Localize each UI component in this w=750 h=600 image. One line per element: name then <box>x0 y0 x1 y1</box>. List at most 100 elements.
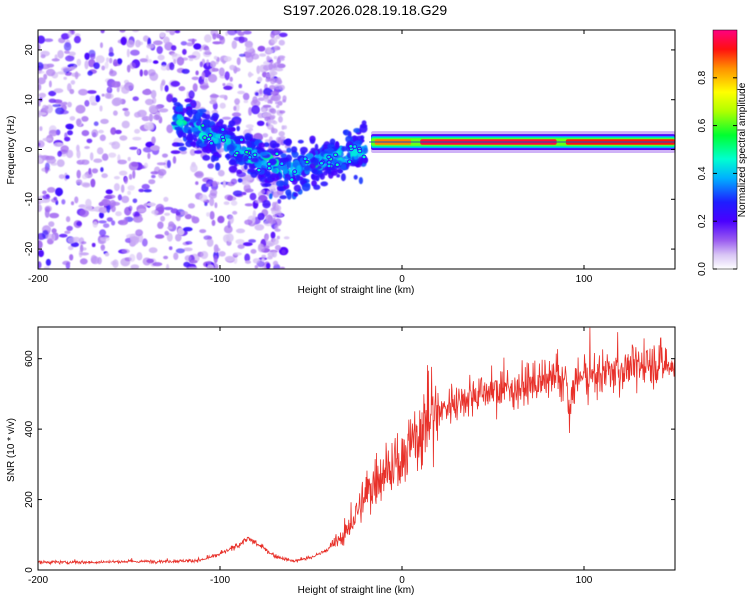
spectrogram-cell <box>93 62 100 70</box>
spectrogram-cell <box>111 205 116 213</box>
spectrogram-cell <box>90 53 96 60</box>
spectrogram-cell <box>261 258 265 262</box>
spectrogram-cell <box>262 200 271 209</box>
spectrogram-cell <box>337 168 343 174</box>
spectrogram-cell <box>230 178 238 185</box>
spectrogram-cell <box>223 201 230 206</box>
spectrogram-cell <box>61 199 66 205</box>
spectrogram-cell <box>176 56 185 66</box>
spectrogram-cell <box>67 245 74 251</box>
spectrogram-cell <box>243 51 252 58</box>
spectrogram-cell <box>282 95 287 102</box>
spectrogram-cell <box>236 169 243 175</box>
spectrogram-cell <box>68 51 76 56</box>
spectrogram-cell <box>336 173 341 178</box>
spectrogram-cell <box>73 35 81 44</box>
spectrogram-cell <box>276 180 285 187</box>
spectrogram-cell <box>313 184 321 190</box>
spectrogram-cell <box>143 69 149 76</box>
spectrogram-cell <box>209 60 217 68</box>
spectrogram-cell <box>115 211 122 217</box>
spectrogram-cell <box>146 202 157 207</box>
spectrogram-cell <box>113 176 120 180</box>
spectrogram-cell <box>184 98 193 103</box>
spectrogram-cell <box>243 164 248 170</box>
spectrogram-y-tick-label: -20 <box>24 241 35 256</box>
spectrogram-cell <box>358 177 363 185</box>
spectrogram-cell <box>65 216 71 223</box>
spectrogram-cell <box>177 227 185 236</box>
spectrogram-cell <box>207 236 212 240</box>
spectrogram-cell <box>274 218 282 227</box>
spectrogram-cell <box>57 71 67 75</box>
spectrogram-cell <box>262 104 272 108</box>
spectrogram-cell <box>38 100 41 107</box>
spectrogram-cell <box>202 154 211 161</box>
spectrogram-cell <box>273 56 278 60</box>
spectrogram-cell <box>175 213 181 222</box>
spectrogram-cell <box>213 255 218 264</box>
spectrogram-cell <box>184 255 192 262</box>
spectrogram-cell <box>244 149 250 155</box>
spectrogram-cell <box>175 248 185 254</box>
spectrogram-cell <box>319 173 325 180</box>
spectrogram-cell <box>163 255 169 260</box>
spectrogram-cell <box>99 229 107 237</box>
spectrogram-cell <box>275 101 279 105</box>
spectrogram-cell <box>209 94 220 98</box>
spectrogram-cell <box>93 121 99 126</box>
spectrogram-cell <box>240 146 247 151</box>
spectrogram-cell <box>206 136 212 142</box>
spectrogram-cell <box>166 263 170 269</box>
spectrogram-cell <box>171 45 177 51</box>
spectrogram-cell <box>277 137 282 143</box>
spectrogram-cell <box>279 110 286 114</box>
spectrogram-cell <box>134 128 141 134</box>
spectrogram-cell <box>271 126 275 134</box>
spectrogram-cell <box>270 231 276 239</box>
spectrogram-cell <box>263 64 272 71</box>
spectrogram-cell <box>188 90 195 99</box>
spectrogram-cell <box>117 194 122 201</box>
spectrogram-cell <box>239 53 246 57</box>
spectrogram-cell <box>83 204 93 211</box>
spectrogram-cell <box>153 114 161 121</box>
spectrogram-cell <box>340 163 347 171</box>
spectrogram-cell <box>241 191 247 196</box>
spectrogram-cell <box>278 84 285 91</box>
spectrogram-cell <box>234 98 241 105</box>
spectrogram-cell <box>260 160 268 166</box>
spectrogram-cell <box>269 140 278 149</box>
spectrogram-cell <box>122 107 129 112</box>
spectrogram-cell <box>138 188 145 193</box>
spectrogram-cell <box>207 133 213 138</box>
spectrogram-cell <box>242 180 251 186</box>
spectrogram-cell <box>247 155 253 160</box>
spectrogram-cell <box>40 50 50 57</box>
spectrogram-cell <box>63 76 67 80</box>
spectrogram-cell <box>262 133 269 138</box>
spectrogram-cell <box>225 154 230 158</box>
spectrogram-cell <box>143 189 152 193</box>
spectrogram-y-tick-label: -10 <box>24 192 35 207</box>
spectrogram-cell <box>271 210 277 215</box>
spectrogram-cell <box>267 242 274 247</box>
snr-x-tick-label: 0 <box>399 575 405 586</box>
spectrogram-cell <box>231 40 237 49</box>
spectrogram-cell <box>150 89 157 99</box>
spectrogram-cell <box>200 123 206 128</box>
spectrogram-cell <box>114 129 122 135</box>
spectrogram-cell <box>359 124 368 133</box>
spectrogram-cell <box>244 133 252 141</box>
spectrogram-cell <box>252 152 258 158</box>
spectrogram-cell <box>43 73 48 80</box>
spectrogram-cell <box>135 229 144 237</box>
spectrogram-cell <box>264 182 272 187</box>
spectrogram-cell <box>143 35 149 42</box>
spectrogram-cell <box>84 52 90 60</box>
spectrogram-cell <box>269 85 276 90</box>
spectrogram-cell <box>61 33 70 40</box>
spectrogram-cell <box>259 88 263 95</box>
spectrogram-cell <box>268 193 273 200</box>
spectrogram-cell <box>150 171 159 175</box>
